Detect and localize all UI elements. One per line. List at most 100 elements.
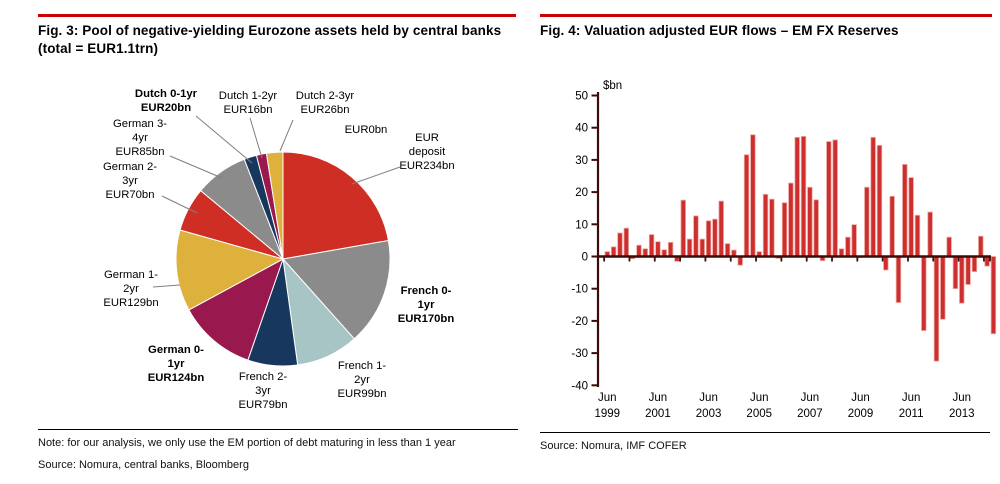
bar-jun-12 xyxy=(933,256,940,362)
y-axis-unit-label: $bn xyxy=(603,80,622,92)
pie-label-line: EUR16bn xyxy=(224,104,273,116)
bar-mar-10 xyxy=(876,145,883,257)
bar-mar-03 xyxy=(699,238,705,257)
fig4-accent-rule xyxy=(540,14,992,17)
bar-dec-05 xyxy=(769,198,775,257)
bar-jun-03 xyxy=(705,220,712,257)
bar-jun-10 xyxy=(883,256,889,271)
bar-jun-02 xyxy=(680,199,686,257)
bar-dec-99 xyxy=(617,232,623,257)
fig3-title: Fig. 3: Pool of negative-yielding Eurozo… xyxy=(38,23,502,56)
pie-label-line: EUR124bn xyxy=(148,372,205,384)
x-tick-label-year: 2001 xyxy=(645,408,671,420)
pie-label-line: 3yr xyxy=(255,385,271,397)
bar-mar-04 xyxy=(724,243,731,257)
pie-label-line: French 0- xyxy=(401,285,452,297)
x-tick-label-month: Jun xyxy=(801,392,820,404)
bar-mar-13 xyxy=(952,256,959,290)
bar-mar-01 xyxy=(648,234,655,257)
bar-sep-05 xyxy=(762,193,769,257)
pie-label-french-1-2yr: French 1- 2yr EUR99bn xyxy=(338,360,387,400)
fig3-accent-rule xyxy=(38,14,516,17)
bar-jun-11 xyxy=(908,177,914,257)
y-tick-label: 10 xyxy=(575,219,588,231)
pie-label-dutch-2-3yr: Dutch 2-3yr EUR26bn xyxy=(296,90,355,116)
pie-label-line: EUR129bn xyxy=(103,297,158,309)
bar-sep-13 xyxy=(965,256,971,285)
bar-mar-05 xyxy=(750,134,756,257)
bar-dec-03 xyxy=(718,200,724,257)
bar-sep-06 xyxy=(788,182,794,257)
pie-label-eur0bn: EUR0bn xyxy=(345,124,388,136)
pie-slice-french-0-1yr xyxy=(282,239,391,340)
bar-dec-13 xyxy=(971,256,978,273)
pie-label-german-0-1yr: German 0- 1yr EUR124bn xyxy=(148,344,205,384)
x-tick-label-year: 1999 xyxy=(595,408,621,420)
bar-sep-00 xyxy=(636,244,642,257)
pie-label-eur-deposit: EUR deposit EUR234bn xyxy=(399,132,454,172)
pie-label-line: EUR26bn xyxy=(301,104,350,116)
pie-label-line: German 0- xyxy=(148,344,204,356)
pie-label-line: Dutch 2-3yr xyxy=(296,90,355,102)
x-tick-label-month: Jun xyxy=(750,392,769,404)
pie-label-dutch-0-1yr: Dutch 0-1yr EUR20bn xyxy=(135,88,198,114)
bar-jun-07 xyxy=(807,186,813,257)
y-tick-label: -30 xyxy=(571,348,588,360)
fig3-note: Note: for our analysis, we only use the … xyxy=(38,437,456,449)
bar-sep-10 xyxy=(889,195,895,257)
pie-label-line: 2yr xyxy=(123,283,139,295)
bar-sep-09 xyxy=(864,186,870,257)
pie-label-german-3-4yr: German 3- 4yr EUR85bn xyxy=(113,118,167,158)
pie-label-german-2-3yr: German 2- 3yr EUR70bn xyxy=(103,161,157,201)
bar-sep-07 xyxy=(813,199,819,257)
pie-label-line: Dutch 0-1yr xyxy=(135,88,198,100)
bar-sep-03 xyxy=(712,218,718,257)
bar-dec-09 xyxy=(870,136,876,257)
pie-leader-german-2-3yr xyxy=(161,195,198,214)
fig3-source: Source: Nomura, central banks, Bloomberg xyxy=(38,459,249,471)
y-tick-label: -20 xyxy=(571,316,588,328)
pie-label-line: EUR0bn xyxy=(345,124,388,136)
pie-label-line: EUR85bn xyxy=(116,146,165,158)
y-tick-label: -40 xyxy=(571,380,588,392)
bar-jun-06 xyxy=(781,202,788,257)
y-tick-label: 50 xyxy=(575,91,588,103)
pie-label-line: EUR170bn xyxy=(398,313,455,325)
x-tick-label-year: 2011 xyxy=(899,408,924,420)
pie-label-line: EUR20bn xyxy=(141,102,191,114)
pie-label-german-1-2yr: German 1- 2yr EUR129bn xyxy=(103,269,158,309)
x-tick-label-year: 2005 xyxy=(746,408,772,420)
bar-mar-08 xyxy=(826,141,832,257)
fig4-source: Source: Nomura, IMF COFER xyxy=(540,440,687,452)
bar-sep-14 xyxy=(990,256,997,335)
bar-mar-09 xyxy=(851,224,857,257)
x-tick-label-month: Jun xyxy=(902,392,921,404)
fig4-bar-chart: 50 40 30 20 10 0 -10 -20 -30 -40 $bn Jun 1999 Jun 2001… xyxy=(571,80,997,420)
pie-label-line: Dutch 1-2yr xyxy=(219,90,278,102)
pie-label-line: French 1- xyxy=(338,360,387,372)
x-tick-label-year: 2007 xyxy=(797,408,823,420)
pie-label-french-2-3yr: French 2- 3yr EUR79bn xyxy=(239,371,288,411)
pie-label-line: EUR234bn xyxy=(399,160,454,172)
pie-label-line: deposit xyxy=(409,146,446,158)
fig3-footer-divider xyxy=(38,429,518,430)
bar-mar-11 xyxy=(902,164,908,257)
pie-label-line: 1yr xyxy=(418,299,436,311)
bar-sep-04 xyxy=(737,256,743,266)
x-tick-label-year: 2009 xyxy=(848,408,874,420)
pie-slice-dutch-2-3yr xyxy=(265,151,284,260)
pie-leader-eur-deposit xyxy=(351,166,401,185)
fig4-footer-divider xyxy=(540,432,990,433)
y-tick-label: 30 xyxy=(575,155,588,167)
pie-label-line: German 2- xyxy=(103,161,157,173)
pie-leader-dutch-1-2yr xyxy=(249,117,263,159)
fig4-title: Fig. 4: Valuation adjusted EUR flows – E… xyxy=(540,23,899,38)
bar-jun-13 xyxy=(959,256,965,304)
pie-slice-german-0-1yr xyxy=(188,257,284,361)
bar-dec-06 xyxy=(794,136,800,257)
bar-sep-99 xyxy=(610,246,617,257)
pie-label-line: EUR99bn xyxy=(338,388,387,400)
bar-dec-10 xyxy=(895,256,902,303)
bar-mar-14 xyxy=(978,235,984,257)
bar-dec-01 xyxy=(667,241,674,257)
